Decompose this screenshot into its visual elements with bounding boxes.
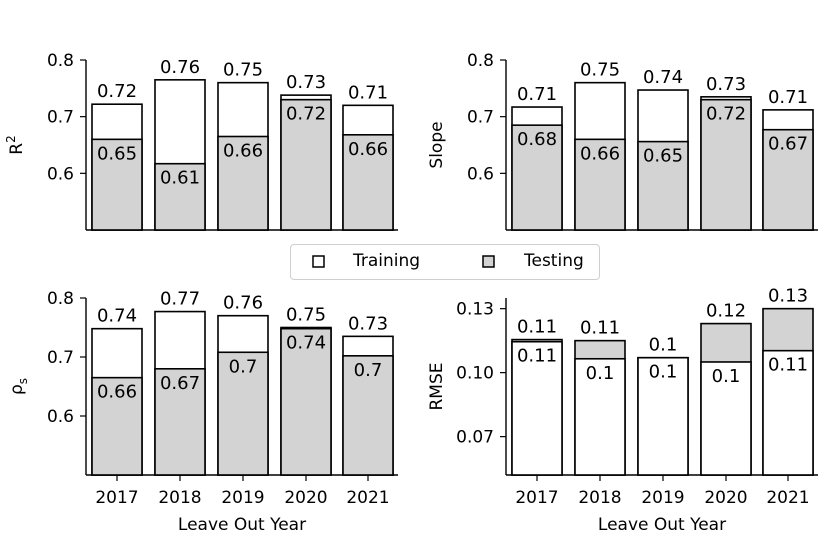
y-axis-label-subscript: s: [16, 378, 30, 384]
bar-training-2018: [574, 357, 626, 476]
bar-testing-2021: [762, 128, 814, 231]
y-axis-label: R2: [4, 135, 27, 154]
y-axis-label: ρs: [7, 378, 30, 395]
bar-testing-2019: [217, 135, 269, 231]
x-tick-label: 2021: [766, 488, 809, 508]
data-label-testing-2018: 0.11: [580, 318, 620, 339]
y-tick-label: 0.6: [467, 164, 494, 184]
data-label-testing-2021: 0.66: [348, 139, 388, 160]
data-label-testing-2017: 0.66: [97, 382, 137, 403]
y-tick-label: 0.13: [456, 300, 494, 320]
data-label-testing-2018: 0.67: [160, 373, 200, 394]
bar-testing-2020: [280, 327, 332, 476]
data-label-training-2018: 0.77: [160, 289, 200, 310]
y-tick-label: 0.7: [467, 108, 494, 128]
x-tick-label: 2019: [221, 488, 264, 508]
data-label-testing-2018: 0.66: [580, 143, 620, 164]
y-tick-label: 0.7: [47, 348, 74, 368]
bar-testing-2020: [700, 98, 752, 231]
legend: Training Testing: [290, 244, 600, 280]
data-label-training-2018: 0.75: [580, 60, 620, 81]
data-label-testing-2017: 0.65: [97, 143, 137, 164]
legend-swatch-training: [312, 255, 325, 268]
data-label-testing-2021: 0.67: [768, 134, 808, 155]
data-label-training-2018: 0.1: [586, 363, 615, 384]
x-axis-label: Leave Out Year: [178, 515, 306, 535]
bar-testing-2019: [637, 140, 689, 231]
data-label-training-2017: 0.72: [97, 81, 137, 102]
y-tick-label: 0.6: [47, 164, 74, 184]
bar-training-2020: [700, 361, 752, 476]
x-tick-label: 2017: [95, 488, 138, 508]
y-tick-label: 0.8: [467, 51, 494, 71]
bar-testing-2017: [91, 138, 143, 231]
y-tick-label: 0.10: [456, 364, 494, 384]
x-tick-label: 2018: [578, 488, 621, 508]
bar-testing-2018: [154, 367, 206, 476]
y-tick-label: 0.8: [47, 289, 74, 309]
data-label-training-2021: 0.71: [768, 87, 808, 108]
y-axis-label-superscript: 2: [4, 135, 18, 143]
data-label-testing-2017: 0.68: [517, 129, 557, 150]
data-label-testing-2020: 0.72: [286, 104, 326, 125]
data-label-training-2021: 0.11: [768, 355, 808, 376]
legend-label-training: Training: [353, 251, 421, 271]
data-label-training-2021: 0.73: [348, 313, 388, 334]
legend-swatch-testing: [482, 255, 495, 268]
bar-training-2021: [762, 349, 814, 476]
data-label-training-2020: 0.73: [706, 74, 746, 95]
data-label-testing-2021: 0.13: [768, 286, 808, 307]
x-tick-label: 2021: [346, 488, 389, 508]
legend-swatches: [312, 255, 495, 268]
data-label-testing-2020: 0.12: [706, 301, 746, 322]
data-label-training-2017: 0.71: [517, 84, 557, 105]
data-label-training-2018: 0.76: [160, 57, 200, 78]
bar-training-2017: [511, 340, 563, 476]
data-label-testing-2018: 0.61: [160, 168, 200, 189]
data-label-training-2020: 0.73: [286, 72, 326, 93]
data-label-testing-2020: 0.74: [286, 333, 326, 354]
x-axis-label: Leave Out Year: [598, 515, 726, 535]
data-label-testing-2019: 0.66: [223, 141, 263, 162]
y-tick-label: 0.8: [47, 51, 74, 71]
y-axis-label: RMSE: [427, 362, 447, 410]
data-label-testing-2020: 0.72: [706, 104, 746, 125]
y-axis-label: Slope: [427, 121, 447, 168]
legend-label-testing: Testing: [524, 251, 584, 271]
bar-training-2019: [637, 356, 689, 476]
bar-testing-2020: [280, 98, 332, 231]
data-label-training-2019: 0.76: [223, 293, 263, 314]
x-tick-label: 2020: [284, 488, 327, 508]
y-tick-label: 0.07: [456, 428, 494, 448]
y-tick-label: 0.7: [47, 108, 74, 128]
bar-testing-2019: [217, 351, 269, 476]
data-label-testing-2019: 0.7: [229, 356, 258, 377]
data-label-training-2017: 0.11: [517, 346, 557, 367]
x-tick-label: 2017: [515, 488, 558, 508]
data-label-training-2019: 0.74: [643, 67, 683, 88]
x-tick-label: 2018: [158, 488, 201, 508]
data-label-testing-2019: 0.65: [643, 146, 683, 167]
bar-testing-2018: [574, 138, 626, 231]
data-label-training-2017: 0.74: [97, 306, 137, 327]
data-label-testing-2017: 0.11: [517, 317, 557, 338]
data-label-training-2020: 0.75: [286, 305, 326, 326]
bar-testing-2021: [342, 355, 394, 476]
x-tick-label: 2020: [704, 488, 747, 508]
data-label-training-2020: 0.1: [712, 366, 741, 387]
data-label-testing-2019: 0.1: [649, 335, 678, 356]
x-tick-label: 2019: [641, 488, 684, 508]
data-label-testing-2021: 0.7: [354, 360, 383, 381]
bar-testing-2017: [91, 376, 143, 476]
data-label-training-2021: 0.71: [348, 82, 388, 103]
bar-testing-2017: [511, 124, 563, 231]
bar-testing-2021: [342, 134, 394, 231]
y-tick-label: 0.6: [47, 407, 74, 427]
bar-testing-2018: [154, 162, 206, 231]
data-label-training-2019: 0.75: [223, 60, 263, 81]
data-label-training-2019: 0.1: [649, 362, 678, 383]
